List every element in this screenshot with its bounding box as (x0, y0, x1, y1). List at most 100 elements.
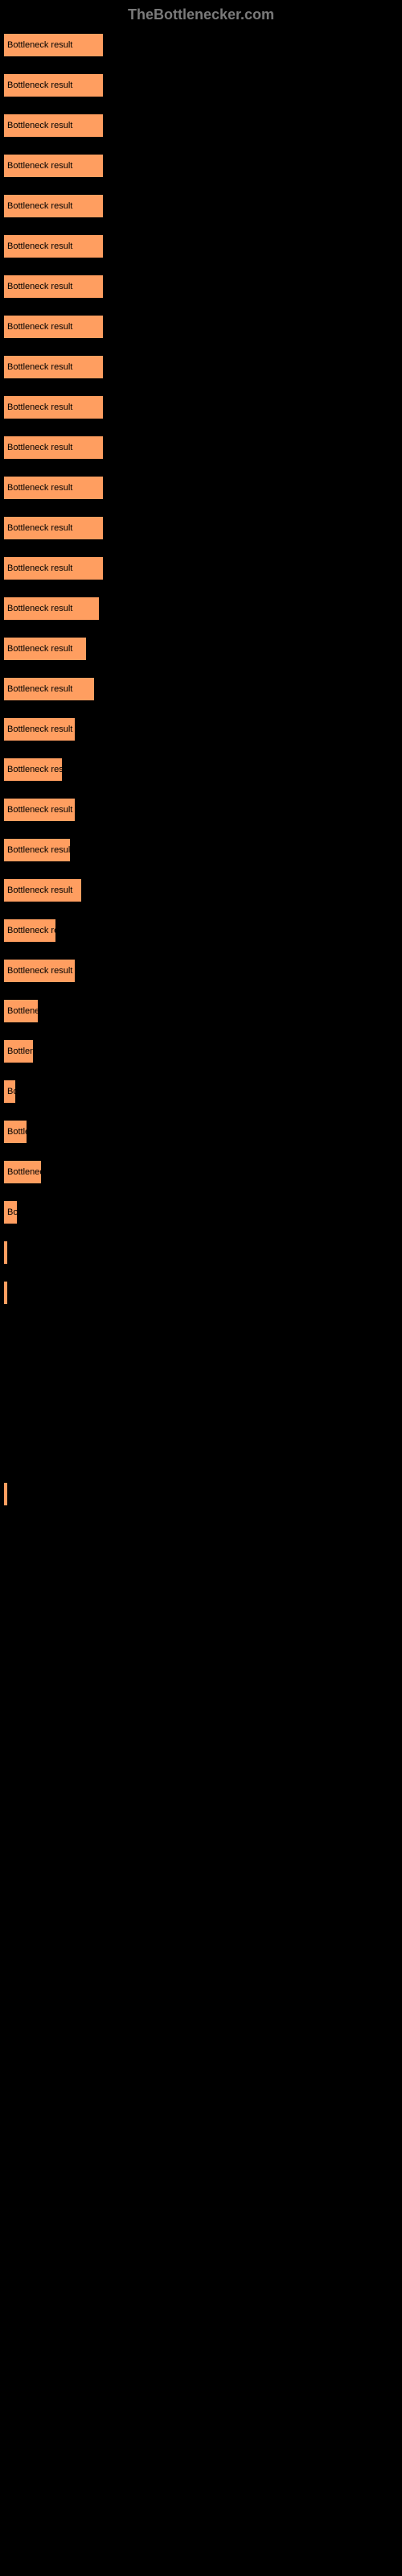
bar-label: Bottleneck result (7, 322, 72, 332)
bar-row (3, 1925, 399, 1949)
bar[interactable]: Bottleneck result (3, 798, 76, 822)
bar[interactable]: Bottleneck result (3, 677, 95, 701)
bar-row: Bottleneck result (3, 677, 399, 701)
bar-row: Bottleneck result (3, 878, 399, 902)
bar[interactable]: Bottleneck result (3, 1281, 8, 1305)
bar[interactable]: Bottleneck result (3, 33, 104, 57)
bar[interactable]: Bottleneck result (3, 395, 104, 419)
bar-chart: Bottleneck result Bottleneck result Bottle… (0, 30, 402, 2572)
bar-row: Bottleneck result (3, 597, 399, 621)
bar-row (3, 1522, 399, 1546)
bar-row (3, 1844, 399, 1868)
bar[interactable]: Bottleneck result (3, 878, 82, 902)
bar[interactable]: Bottleneck result (3, 1200, 18, 1224)
bar-label: Bottleneck result (7, 1046, 34, 1056)
bar-label: Bottleneck result (7, 724, 72, 734)
bar[interactable]: Bottleneck result (3, 1120, 27, 1144)
bar[interactable]: Bottleneck result (3, 637, 87, 661)
bar[interactable]: Bottleneck result (3, 154, 104, 178)
bar-label: Bottleneck result (7, 1167, 42, 1177)
bar[interactable]: Bottleneck result (3, 436, 104, 460)
bar-row: Bottleneck result (3, 33, 399, 57)
bar[interactable]: Bottleneck result (3, 556, 104, 580)
bar-row: Bottleneck result (3, 758, 399, 782)
bar[interactable]: Bottleneck result (3, 1482, 8, 1506)
bar-row: Bottleneck result (3, 436, 399, 460)
bar-row (3, 2126, 399, 2150)
bar-row: Bottleneck result (3, 919, 399, 943)
bar-row (3, 2488, 399, 2512)
bar-row: Bottleneck result (3, 838, 399, 862)
bar-row: Bottleneck result (3, 73, 399, 97)
bar-label: Bottleneck result (7, 966, 72, 976)
bar-label: Bottleneck result (7, 443, 72, 452)
bar-row: Bottleneck result (3, 275, 399, 299)
bar-row: Bottleneck result (3, 556, 399, 580)
bar-label: Bottleneck result (7, 564, 72, 573)
bar-row (3, 1442, 399, 1466)
bar[interactable]: Bottleneck result (3, 1241, 8, 1265)
bar-row: Bottleneck result (3, 315, 399, 339)
bar-row: Bottleneck result (3, 1482, 399, 1506)
bar[interactable]: Bottleneck result (3, 1080, 16, 1104)
bar-label: Bottleneck result (7, 1087, 16, 1096)
bar-row (3, 1643, 399, 1667)
bar[interactable]: Bottleneck result (3, 234, 104, 258)
bar-row (3, 1804, 399, 1828)
bar-row (3, 1965, 399, 1989)
bar-row (3, 2327, 399, 2351)
bar-label: Bottleneck result (7, 604, 72, 613)
bar[interactable]: Bottleneck result (3, 999, 39, 1023)
bar-row (3, 1361, 399, 1385)
bar[interactable]: Bottleneck result (3, 194, 104, 218)
bar-label: Bottleneck result (7, 80, 72, 90)
bar-row (3, 2287, 399, 2311)
bar[interactable]: Bottleneck result (3, 476, 104, 500)
bar[interactable]: Bottleneck result (3, 717, 76, 741)
bar-label: Bottleneck result (7, 926, 56, 935)
bar-row: Bottleneck result (3, 516, 399, 540)
bar[interactable]: Bottleneck result (3, 114, 104, 138)
bar-row (3, 2368, 399, 2392)
bar-label: Bottleneck result (7, 161, 72, 171)
bar-label: Bottleneck result (7, 242, 72, 251)
bar[interactable]: Bottleneck result (3, 73, 104, 97)
bar-row: Bottleneck result (3, 234, 399, 258)
bar-label: Bottleneck result (7, 121, 72, 130)
bar[interactable]: Bottleneck result (3, 315, 104, 339)
bar-row (3, 2086, 399, 2110)
bar[interactable]: Bottleneck result (3, 1039, 34, 1063)
bar[interactable]: Bottleneck result (3, 959, 76, 983)
bar-row (3, 2046, 399, 2070)
bar-label: Bottleneck result (7, 40, 72, 50)
bar-row: Bottleneck result (3, 1120, 399, 1144)
bar-row: Bottleneck result (3, 395, 399, 419)
bar-row (3, 1321, 399, 1345)
bar[interactable]: Bottleneck result (3, 758, 63, 782)
bar-label: Bottleneck result (7, 644, 72, 654)
bar[interactable]: Bottleneck result (3, 597, 100, 621)
bar-label: Bottleneck result (7, 1006, 39, 1016)
bar-row: Bottleneck result (3, 1080, 399, 1104)
bar-label: Bottleneck result (7, 765, 63, 774)
bar-row: Bottleneck result (3, 959, 399, 983)
bar[interactable]: Bottleneck result (3, 355, 104, 379)
bar[interactable]: Bottleneck result (3, 1160, 42, 1184)
bar-row: Bottleneck result (3, 798, 399, 822)
bar[interactable]: Bottleneck result (3, 838, 71, 862)
bar-label: Bottleneck result (7, 362, 72, 372)
bar-row (3, 2529, 399, 2553)
bar-row (3, 1885, 399, 1909)
bar-row: Bottleneck result (3, 114, 399, 138)
bar-row: Bottleneck result (3, 1241, 399, 1265)
bar[interactable]: Bottleneck result (3, 919, 56, 943)
bar-row: Bottleneck result (3, 1281, 399, 1305)
bar-label: Bottleneck result (7, 805, 72, 815)
bar-row: Bottleneck result (3, 999, 399, 1023)
bar[interactable]: Bottleneck result (3, 275, 104, 299)
bar-row (3, 1683, 399, 1707)
bar-label: Bottleneck result (7, 282, 72, 291)
bar-label: Bottleneck result (7, 523, 72, 533)
bar[interactable]: Bottleneck result (3, 516, 104, 540)
bar-label: Bottleneck result (7, 1248, 8, 1257)
